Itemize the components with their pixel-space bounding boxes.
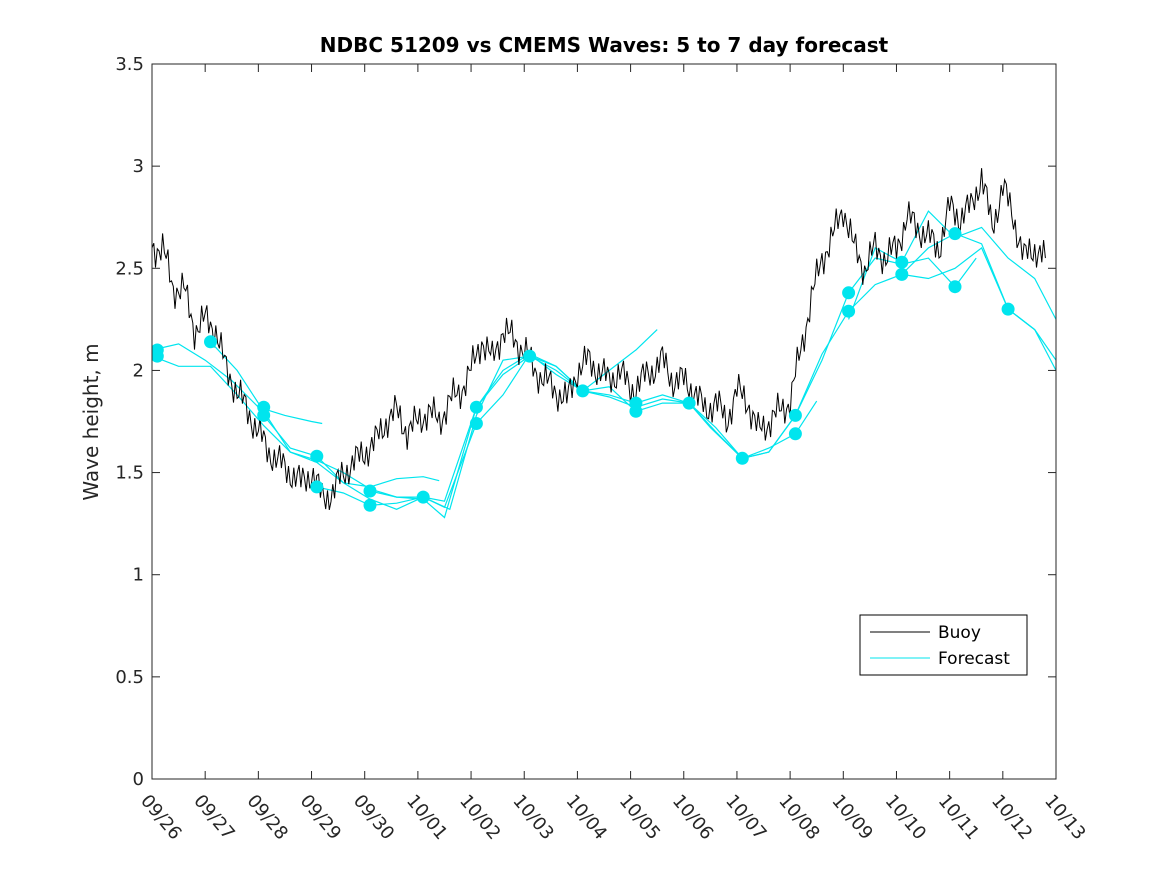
forecast-marker-6 — [310, 480, 324, 494]
forecast-marker-11 — [469, 417, 483, 430]
forecast-marker-7 — [363, 484, 377, 498]
y-tick-label-5: 2.5 — [115, 258, 144, 279]
y-tick-label-3: 1.5 — [115, 463, 144, 484]
y-axis: 0 0.5 1 1.5 2 2.5 3 3.5 — [115, 54, 1056, 790]
forecast-line-5 — [369, 232, 1056, 511]
legend: Buoy Forecast — [859, 614, 1028, 676]
forecast-marker-26 — [1001, 302, 1015, 316]
legend-box — [859, 614, 1028, 676]
forecast-marker-19 — [788, 427, 802, 441]
legend-forecast-label: Forecast — [938, 649, 1010, 669]
forecast-marker-21 — [842, 304, 856, 318]
forecast-marker-2 — [204, 335, 217, 349]
forecast-marker-9 — [416, 490, 430, 504]
forecast-line-7 — [901, 246, 1056, 371]
y-tick-label-2: 1 — [133, 565, 144, 586]
y-tick-label-6: 3 — [133, 156, 144, 177]
y-tick-label-4: 2 — [133, 360, 144, 381]
forecast-marker-8 — [363, 498, 377, 512]
forecast-marker-13 — [576, 384, 590, 398]
y-tick-label-0: 0 — [133, 769, 144, 790]
forecast-marker-16 — [682, 396, 696, 410]
forecast-marker-23 — [895, 267, 909, 281]
forecast-marker-15 — [629, 404, 643, 418]
y-axis-label: Wave height, m — [79, 343, 103, 500]
forecast-marker-20 — [842, 286, 856, 300]
forecast-marker-1 — [152, 349, 164, 363]
forecast-line-1 — [152, 355, 440, 488]
forecast-marker-25 — [948, 280, 962, 294]
legend-buoy-label: Buoy — [938, 623, 981, 643]
forecast-marker-17 — [735, 451, 749, 465]
y-tick-label-1: 0.5 — [115, 667, 144, 688]
forecast-marker-5 — [310, 449, 324, 463]
forecast-marker-24 — [948, 227, 962, 241]
plot-data — [152, 168, 1056, 519]
y-tick-label-7: 3.5 — [115, 54, 144, 75]
forecast-marker-22 — [895, 255, 909, 269]
forecast-marker-18 — [788, 408, 802, 422]
plot-frame — [151, 63, 1057, 780]
forecast-marker-12 — [523, 349, 537, 363]
forecast-marker-10 — [469, 400, 483, 414]
chart-title: NDBC 51209 vs CMEMS Waves: 5 to 7 day fo… — [320, 33, 889, 57]
forecast-line-0 — [152, 343, 323, 425]
forecast-marker-4 — [257, 408, 271, 422]
